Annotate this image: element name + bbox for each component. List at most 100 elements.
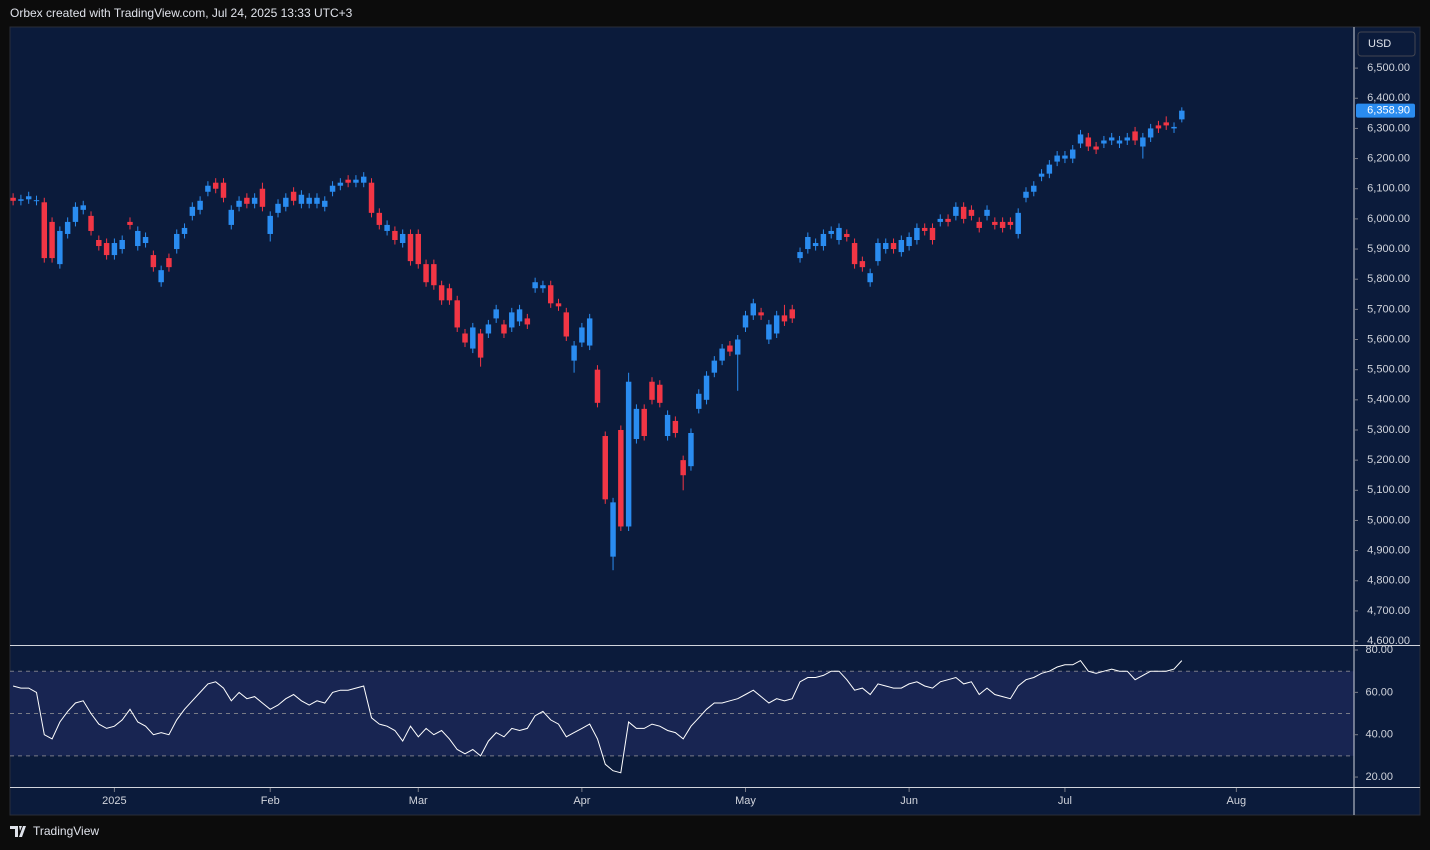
candle-body: [228, 209, 234, 225]
candle-body: [407, 233, 414, 262]
candle-body: [555, 303, 562, 307]
candle-body: [929, 227, 936, 240]
candle-body: [1132, 131, 1138, 141]
candle-body: [80, 205, 86, 210]
y-tick-label: 5,000.00: [1367, 514, 1410, 526]
y-tick-label: 5,700.00: [1367, 303, 1410, 315]
logo: [10, 826, 26, 837]
y-tick-label: 80.00: [1365, 644, 1393, 656]
candle-body: [516, 309, 523, 322]
candle-body: [696, 393, 702, 409]
candle-body: [625, 381, 632, 527]
candle-body: [353, 179, 359, 183]
candle-body: [1077, 134, 1084, 144]
candle-body: [898, 239, 905, 253]
candle-body: [633, 408, 640, 440]
x-tick-label: Jul: [1058, 795, 1072, 807]
y-tick-label: 4,600.00: [1367, 635, 1410, 647]
candle-body: [976, 221, 982, 228]
candle-body: [337, 182, 344, 186]
y-tick-label: 5,300.00: [1367, 424, 1410, 436]
candle-body: [283, 197, 289, 207]
candle-body: [220, 182, 227, 198]
candle-body: [462, 333, 468, 343]
candle-body: [1070, 149, 1076, 159]
candle-body: [968, 209, 975, 216]
candle-body: [1038, 173, 1045, 177]
candle-body: [999, 221, 1006, 228]
candle-body: [1116, 140, 1123, 144]
x-tick-label: Jun: [900, 795, 918, 807]
candle-body: [719, 348, 725, 361]
candle-body: [844, 233, 850, 237]
candle-body: [18, 199, 24, 201]
candle-body: [711, 360, 718, 373]
candle-body: [1054, 155, 1060, 162]
backdrop: [10, 670, 1354, 757]
candle-body: [1062, 155, 1068, 159]
candle-body: [571, 345, 577, 361]
candle-body: [314, 197, 320, 204]
candle-body: [267, 215, 273, 234]
candle-body: [446, 288, 453, 301]
candle-body: [454, 300, 460, 328]
candle-body: [174, 233, 180, 250]
y-tick-label: 6,100.00: [1367, 183, 1410, 195]
candle-body: [236, 200, 242, 207]
candle-body: [1101, 140, 1107, 144]
candle-body: [688, 433, 694, 467]
candle-body: [1007, 221, 1014, 225]
candle-body: [368, 182, 375, 213]
candle-body: [890, 243, 897, 250]
candle-body: [399, 233, 406, 244]
candle-body: [501, 324, 507, 334]
y-tick-label: 6,300.00: [1367, 122, 1410, 134]
candle-body: [1015, 212, 1021, 234]
candle-body: [322, 200, 328, 207]
y-tick-label: 5,500.00: [1367, 364, 1410, 376]
candle-body: [306, 197, 312, 204]
candle-body: [906, 236, 912, 247]
candle-body: [812, 243, 819, 247]
candle-body: [275, 203, 281, 213]
y-tick-label: 6,400.00: [1367, 92, 1410, 104]
candle-body: [649, 381, 655, 400]
candle-body: [563, 312, 570, 337]
caption: Orbex created with TradingView.com, Jul …: [10, 6, 353, 20]
candle-body: [1031, 185, 1037, 192]
x-tick-label: Feb: [261, 795, 280, 807]
candle-body: [820, 233, 827, 247]
candle-body: [867, 273, 873, 283]
currency: USD: [1368, 38, 1391, 50]
candle-body: [1124, 137, 1130, 141]
y-tick-label: 6,200.00: [1367, 152, 1410, 164]
y-tick-label: 6,500.00: [1367, 62, 1410, 74]
candle-body: [921, 227, 928, 231]
y-tick-label: 4,700.00: [1367, 605, 1410, 617]
candle-body: [298, 194, 305, 204]
candle-body: [166, 258, 172, 268]
candle-body: [181, 227, 188, 234]
candle-body: [135, 230, 141, 247]
marks: [10, 107, 1185, 774]
candle-body: [953, 206, 959, 216]
candle-body: [1179, 110, 1185, 120]
candle-body: [251, 197, 258, 204]
candle-body: [1046, 164, 1053, 174]
candle-body: [360, 176, 367, 183]
y-tick-label: 4,800.00: [1367, 575, 1410, 587]
candle-body: [1140, 137, 1146, 147]
candle-body: [127, 221, 133, 225]
candle-body: [57, 230, 63, 265]
candle-body: [960, 206, 967, 219]
x-tick-label: Apr: [573, 795, 590, 807]
candle-body: [875, 243, 881, 262]
candle-body: [103, 243, 110, 256]
candle-body: [1108, 137, 1115, 141]
candle-body: [1093, 146, 1099, 150]
candle-body: [119, 239, 125, 250]
currency-box[interactable]: [1357, 31, 1416, 57]
candle-body: [205, 185, 211, 192]
candle-body: [836, 227, 842, 240]
